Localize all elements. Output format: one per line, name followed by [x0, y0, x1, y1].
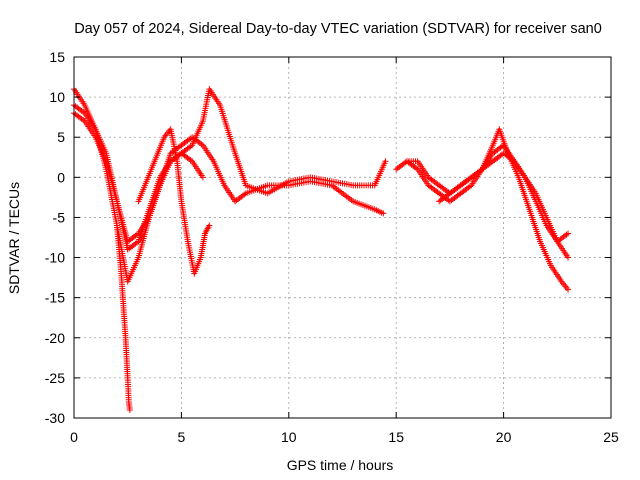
y-tick-label: 0: [57, 169, 65, 185]
y-tick-label: -25: [45, 370, 65, 386]
marker-plus: [126, 406, 133, 413]
marker-plus: [565, 254, 572, 261]
marker-plus: [206, 222, 213, 229]
marker-plus: [199, 174, 206, 181]
series-track-8: [436, 150, 572, 261]
chart-title: Day 057 of 2024, Sidereal Day-to-day VTE…: [74, 21, 602, 37]
y-axis-label: SDTVAR / TECUs: [6, 182, 22, 294]
marker-plus: [565, 286, 572, 293]
series-track-5: [135, 126, 213, 277]
series-track-1: [71, 86, 387, 285]
marker-plus: [565, 230, 572, 237]
marker-plus: [380, 210, 387, 217]
x-tick-label: 5: [178, 429, 186, 445]
series-track-6: [393, 142, 572, 245]
y-tick-label: 10: [49, 89, 65, 105]
series-track-3: [71, 102, 206, 245]
axis-ticks: 0 5 10 15 20 25 15 10 5 0 -5 -10 -15 -20 -25 -30: [45, 49, 619, 445]
series-track-4: [113, 222, 133, 413]
y-tick-label: 15: [49, 49, 65, 65]
y-tick-label: -30: [45, 410, 65, 426]
x-tick-label: 0: [70, 429, 78, 445]
y-tick-label: 5: [57, 129, 65, 145]
y-tick-label: -15: [45, 290, 65, 306]
y-tick-label: -10: [45, 250, 65, 266]
x-axis-label: GPS time / hours: [287, 457, 394, 473]
x-tick-label: 20: [496, 429, 512, 445]
marker-plus: [382, 158, 389, 165]
x-tick-label: 10: [281, 429, 297, 445]
x-tick-label: 15: [388, 429, 404, 445]
x-tick-label: 25: [603, 429, 619, 445]
data-points: [71, 86, 572, 413]
plot-frame: [73, 56, 612, 419]
grid-lines: [74, 57, 611, 418]
y-tick-label: -20: [45, 330, 65, 346]
y-tick-label: -5: [53, 209, 66, 225]
